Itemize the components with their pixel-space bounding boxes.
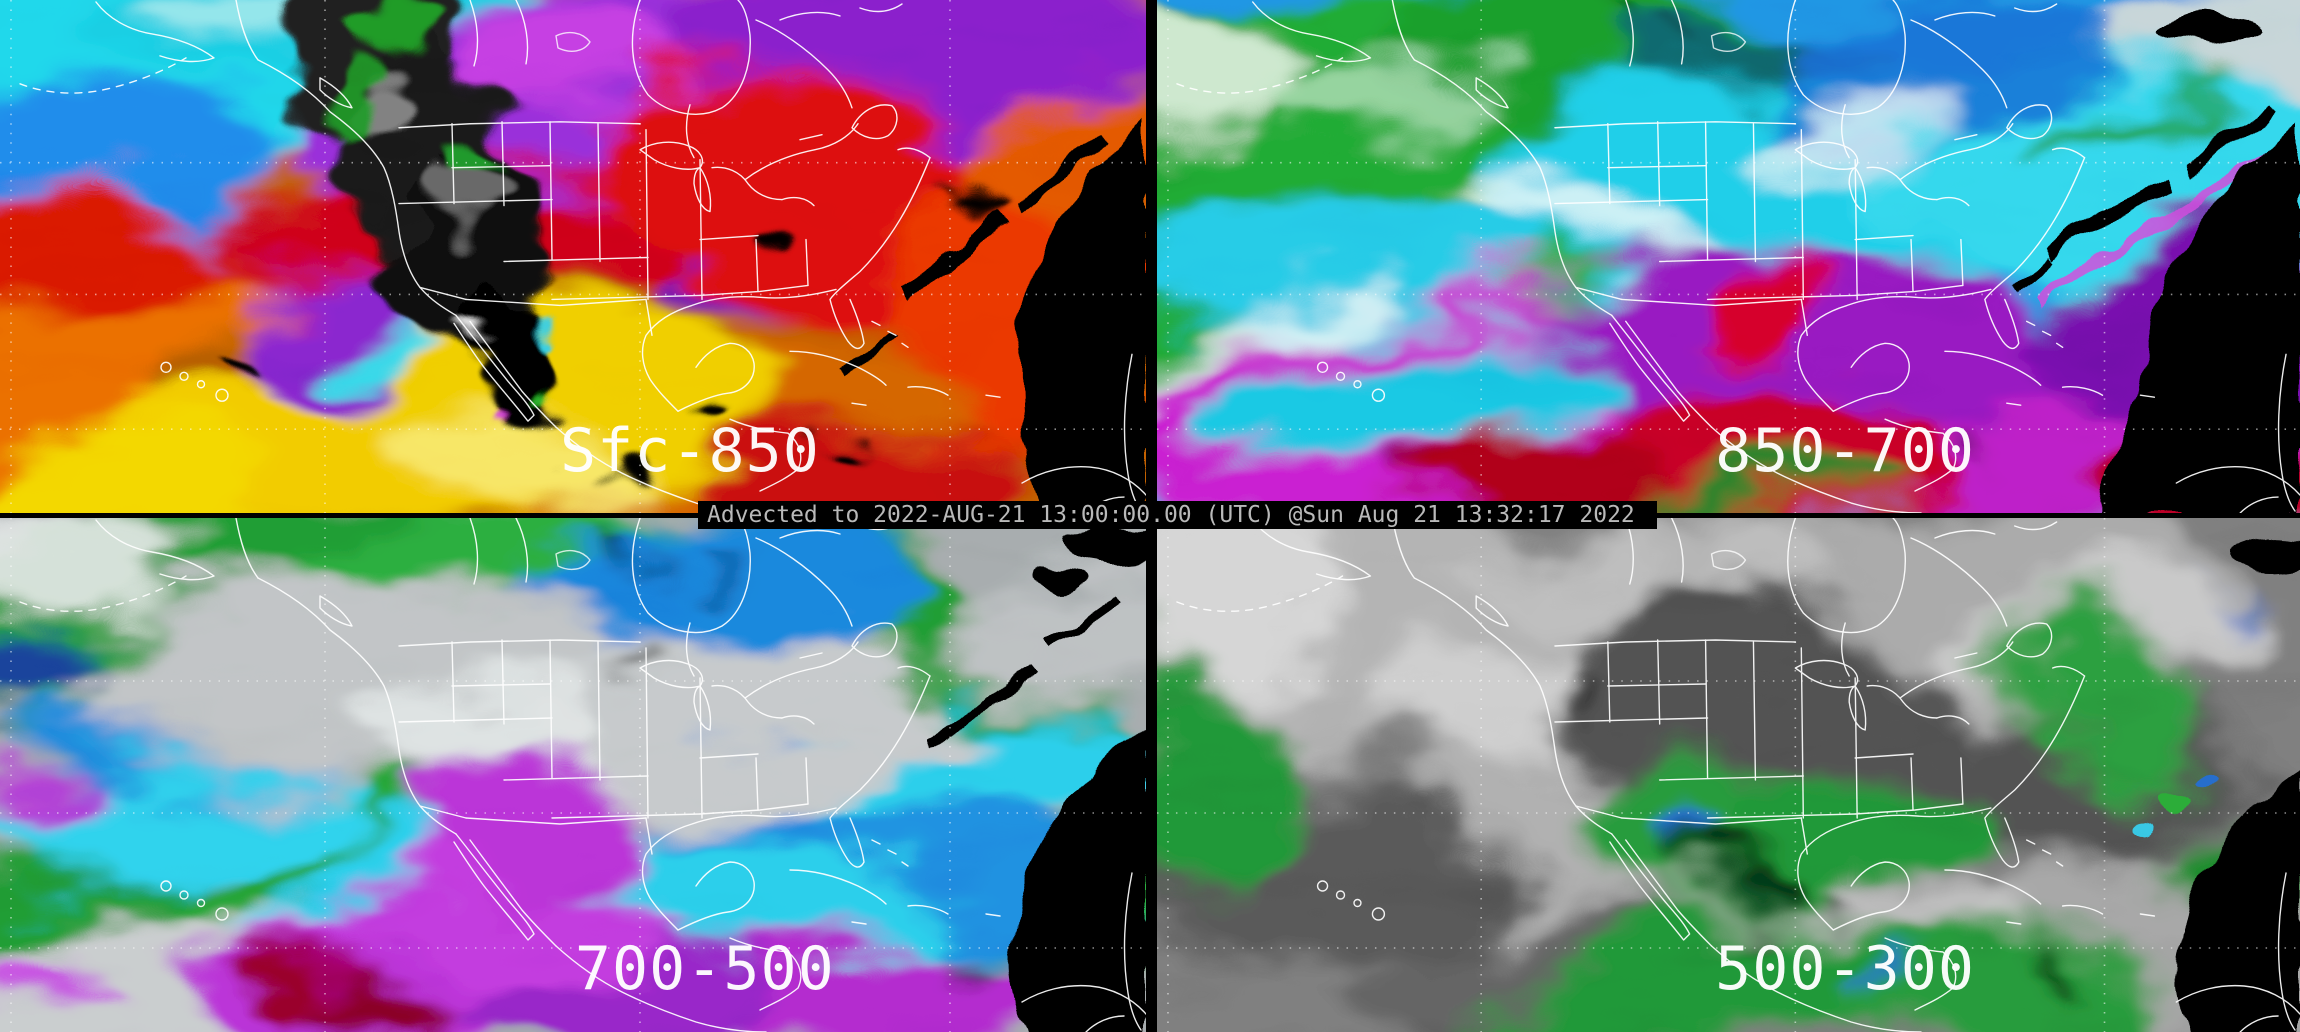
sfc-850-field-svg [0, 0, 1146, 513]
850-700-field-svg [1157, 0, 2300, 513]
panel-500-300: 500-300 [1157, 518, 2300, 1032]
panel-sfc-850: Sfc-850 [0, 0, 1146, 513]
panel-label-500-300: 500-300 [1715, 934, 1976, 1004]
panel-700-500: 700-500 [0, 518, 1146, 1032]
panel-850-700: 850-700 [1157, 0, 2300, 513]
panel-label-850-700: 850-700 [1715, 416, 1976, 486]
texture-grain [1157, 518, 2300, 1032]
texture-grain [0, 0, 1146, 513]
panel-label-700-500: 700-500 [574, 934, 835, 1004]
texture-grain [1157, 0, 2300, 513]
panel-label-sfc-850: Sfc-850 [559, 416, 820, 486]
700-500-field-svg [0, 518, 1146, 1032]
timestamp-banner: Advected to 2022-AUG-21 13:00:00.00 (UTC… [698, 501, 1657, 529]
texture-grain [0, 518, 1146, 1032]
500-300-field-svg [1157, 518, 2300, 1032]
